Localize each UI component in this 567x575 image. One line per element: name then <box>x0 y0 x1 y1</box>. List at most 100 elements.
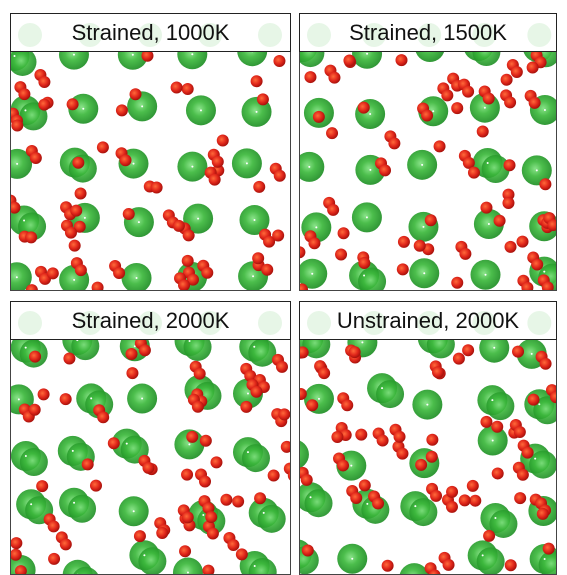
red-atom <box>181 254 194 267</box>
red-atom <box>70 204 83 217</box>
red-atom <box>426 433 439 446</box>
red-atom <box>47 520 60 533</box>
atom-center <box>132 510 135 513</box>
red-atom <box>156 526 169 539</box>
red-atom <box>181 83 194 96</box>
green-atom <box>529 450 557 479</box>
red-atom <box>393 430 406 443</box>
red-atom <box>220 493 233 506</box>
red-atom <box>480 201 493 214</box>
green-atom <box>241 444 270 473</box>
atom-center <box>17 398 20 401</box>
red-atom <box>482 92 495 105</box>
red-atom <box>504 240 517 253</box>
red-atom <box>240 400 253 413</box>
red-atom <box>312 110 325 123</box>
atom-center <box>143 554 146 557</box>
red-atom <box>491 420 504 433</box>
red-atom <box>415 458 428 471</box>
atom-center <box>534 457 537 460</box>
red-atom <box>205 511 218 524</box>
atom-center <box>262 511 265 514</box>
green-atom <box>409 498 438 527</box>
atom-center <box>13 54 16 57</box>
red-atom <box>462 156 475 169</box>
red-atom <box>142 461 155 474</box>
atom-center <box>73 278 76 281</box>
red-atom <box>395 54 408 67</box>
red-atom <box>126 367 139 380</box>
red-atom <box>10 201 21 214</box>
red-atom <box>480 415 493 428</box>
atom-center <box>253 219 256 222</box>
red-atom <box>306 399 319 412</box>
atom-center <box>366 52 369 55</box>
red-atom <box>68 239 81 252</box>
green-atom <box>376 380 405 409</box>
panel <box>299 301 557 575</box>
green-atom <box>10 47 37 76</box>
green-atom <box>358 267 387 291</box>
red-atom <box>81 458 94 471</box>
green-atom <box>172 557 203 575</box>
atom-center <box>255 110 258 113</box>
atom-center <box>311 272 314 275</box>
red-atom <box>63 352 76 365</box>
red-atom <box>113 267 126 280</box>
red-atom <box>59 393 72 406</box>
green-atom <box>257 504 286 533</box>
green-atom <box>248 557 277 575</box>
title-box <box>10 301 291 340</box>
atom-center <box>369 168 372 171</box>
faint-atom <box>198 23 222 47</box>
red-atom <box>335 248 348 261</box>
red-atom <box>327 203 340 216</box>
red-atom <box>125 347 138 360</box>
red-atom <box>182 229 195 242</box>
faint-atom <box>362 23 387 47</box>
atom-center <box>491 439 494 442</box>
atom-center <box>90 397 93 400</box>
red-atom <box>122 208 135 221</box>
red-atom <box>521 281 534 291</box>
red-atom <box>331 431 344 444</box>
red-atom <box>181 511 194 524</box>
red-atom <box>170 81 183 94</box>
red-atom <box>227 538 240 551</box>
atom-center <box>15 276 18 279</box>
red-atom <box>541 281 554 291</box>
green-atom <box>72 566 99 575</box>
red-atom <box>29 152 42 165</box>
atom-center <box>141 397 144 400</box>
atom-center <box>135 276 138 279</box>
red-atom <box>250 385 263 398</box>
green-atom <box>489 509 518 538</box>
title-box <box>10 13 291 52</box>
green-atom <box>10 262 32 291</box>
red-atom <box>191 400 204 413</box>
panel-title: Strained, 2000K <box>72 308 230 333</box>
red-atom <box>459 247 472 260</box>
atom-center <box>137 221 140 224</box>
faint-atom <box>472 311 497 335</box>
faint-atom <box>138 23 162 47</box>
red-atom <box>115 104 128 117</box>
red-atom <box>178 279 191 291</box>
red-atom <box>413 239 426 252</box>
red-atom <box>208 173 221 186</box>
green-atom <box>10 148 33 179</box>
atom-center <box>141 105 144 108</box>
red-atom <box>397 235 410 248</box>
red-atom <box>199 434 212 447</box>
faint-atom <box>18 311 42 335</box>
green-atom <box>248 338 277 367</box>
atom-center <box>486 162 489 165</box>
atom-center <box>381 387 384 390</box>
atom-center <box>30 503 33 506</box>
red-atom <box>301 544 314 557</box>
atom-center <box>363 274 366 277</box>
atom-center <box>538 403 541 406</box>
atom-center <box>483 106 486 109</box>
red-atom <box>527 393 540 406</box>
